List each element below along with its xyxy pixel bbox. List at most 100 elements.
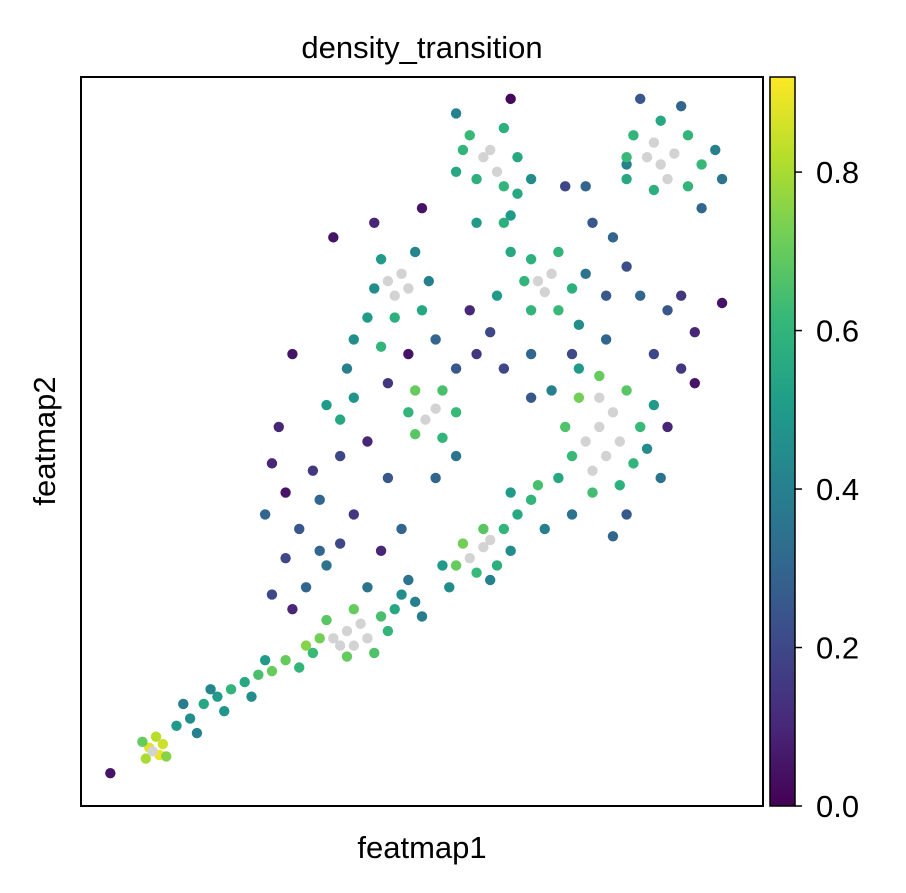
point [457, 538, 469, 549]
point [334, 538, 346, 549]
point [382, 275, 394, 287]
point [396, 523, 407, 535]
colorbar-tick-label: 0.4 [816, 472, 859, 507]
point [334, 450, 346, 462]
point [471, 173, 482, 185]
point [532, 275, 544, 287]
point [280, 655, 291, 666]
point [409, 385, 421, 396]
point [641, 151, 653, 163]
plot-frame [80, 76, 764, 807]
x-axis-label: featmap1 [357, 830, 486, 865]
point [505, 93, 516, 105]
point [525, 305, 537, 316]
point [560, 421, 571, 433]
point [607, 531, 619, 542]
point [628, 458, 639, 469]
point [600, 450, 612, 462]
point [362, 312, 373, 323]
point [560, 181, 571, 192]
point [532, 480, 544, 491]
point [635, 93, 646, 105]
point [259, 509, 271, 520]
point [280, 487, 291, 498]
point [648, 184, 660, 196]
colorbar [769, 76, 796, 807]
point [716, 297, 728, 309]
point [566, 348, 578, 360]
point [587, 465, 598, 476]
point [641, 443, 653, 454]
point [287, 348, 298, 360]
point [147, 746, 158, 757]
point [253, 669, 264, 680]
point [140, 753, 151, 764]
point [403, 407, 414, 418]
point [594, 392, 605, 403]
point [334, 640, 346, 651]
point [498, 523, 510, 535]
point [464, 130, 475, 141]
point [614, 480, 625, 491]
point [485, 574, 496, 586]
point [362, 436, 373, 447]
point [273, 421, 284, 433]
point [485, 534, 496, 546]
point [362, 582, 373, 593]
point [546, 385, 557, 396]
point [403, 574, 414, 586]
point [300, 582, 312, 593]
colorbar-tick-label: 0.6 [816, 314, 859, 349]
point [716, 173, 728, 185]
point [580, 436, 591, 447]
point [321, 399, 332, 411]
point [382, 472, 394, 484]
point [266, 665, 278, 677]
point [505, 210, 516, 221]
point [266, 589, 278, 600]
point [382, 625, 394, 637]
point [505, 545, 516, 557]
point [491, 166, 503, 177]
point [430, 472, 441, 484]
point [512, 151, 523, 163]
point [498, 363, 510, 374]
point [539, 286, 550, 298]
point [307, 647, 319, 659]
point [191, 727, 203, 739]
point [478, 151, 489, 163]
point [314, 545, 325, 557]
point [594, 421, 605, 433]
point [600, 290, 612, 301]
point [259, 655, 271, 666]
point [607, 407, 619, 418]
point [498, 181, 510, 192]
colorbar-tick-label: 0.8 [816, 155, 859, 190]
point [491, 290, 503, 301]
point [161, 751, 172, 762]
point [573, 319, 585, 331]
point [321, 560, 332, 571]
point [655, 115, 666, 126]
point [696, 203, 707, 214]
point [614, 436, 625, 447]
point [307, 465, 319, 476]
point [409, 246, 421, 258]
point [689, 377, 700, 389]
point [457, 144, 469, 156]
point [553, 472, 564, 484]
point [450, 560, 462, 571]
point [225, 684, 237, 695]
point [675, 363, 687, 374]
point [648, 399, 660, 411]
point [184, 713, 196, 724]
point [662, 421, 673, 433]
point [600, 334, 612, 345]
point [341, 363, 353, 374]
point [375, 611, 387, 622]
point [437, 432, 448, 444]
point [437, 385, 448, 396]
point [696, 159, 707, 170]
point [382, 377, 394, 389]
point [566, 450, 578, 462]
